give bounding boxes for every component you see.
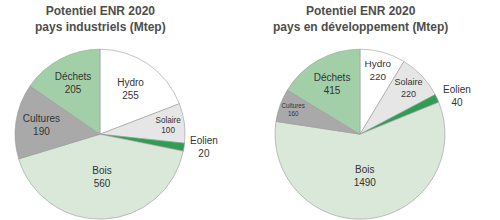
svg-text:Hydro255: Hydro255	[117, 77, 144, 101]
svg-text:Eolien40: Eolien40	[443, 84, 471, 108]
svg-text:Solaire100: Solaire100	[155, 116, 181, 136]
svg-text:Eolien20: Eolien20	[190, 135, 218, 159]
svg-text:Cultures190: Cultures190	[23, 113, 60, 137]
svg-text:Déchets205: Déchets205	[55, 71, 92, 95]
svg-text:Potentiel ENR 2020pays industr: Potentiel ENR 2020pays industriels (Mtep…	[35, 4, 166, 34]
svg-text:Hydro220: Hydro220	[365, 58, 392, 82]
svg-text:Bois560: Bois560	[92, 165, 111, 189]
svg-text:Bois1490: Bois1490	[354, 164, 377, 188]
svg-text:Cultures160: Cultures160	[282, 102, 305, 117]
svg-text:Déchets415: Déchets415	[314, 72, 351, 96]
svg-text:Solaire220: Solaire220	[394, 77, 422, 99]
svg-text:Potentiel ENR 2020pays en déve: Potentiel ENR 2020pays en développement …	[273, 4, 448, 34]
